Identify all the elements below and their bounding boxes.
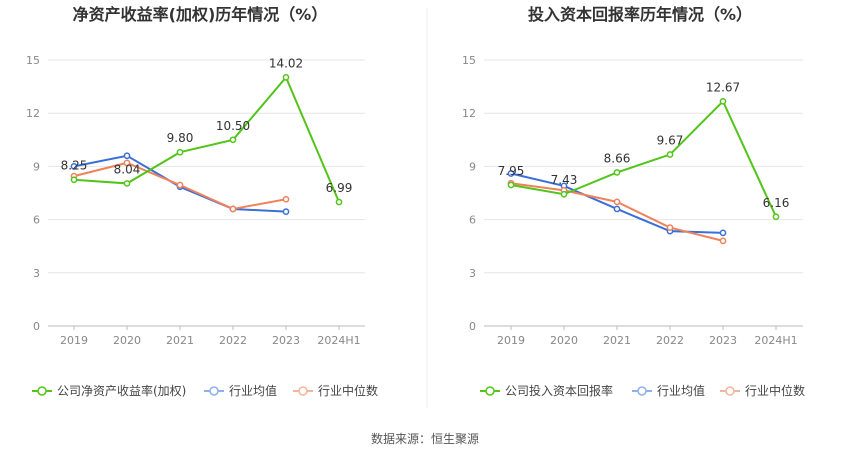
data-label: 9.80 (167, 131, 194, 145)
x-tick-label: 2024H1 (317, 334, 360, 347)
y-tick-label: 9 (469, 160, 476, 173)
x-tick-label: 2023 (272, 334, 300, 347)
data-point[interactable] (123, 180, 131, 187)
data-label: 6.99 (326, 181, 353, 195)
data-point[interactable] (123, 152, 131, 160)
x-tick-label: 2022 (656, 334, 684, 347)
data-point[interactable] (560, 190, 568, 198)
data-label: 6.16 (763, 196, 790, 210)
chart-title: 投入资本回报率历年情况（%） (528, 5, 752, 24)
data-label: 14.02 (269, 56, 303, 70)
x-tick-label: 2023 (709, 334, 737, 347)
series-line (510, 99, 777, 218)
legend-marker (485, 386, 495, 396)
data-point[interactable] (123, 159, 131, 167)
legend-label: 行业中位数 (745, 383, 805, 398)
legend-marker (725, 386, 735, 396)
y-tick-label: 3 (33, 267, 40, 280)
data-label: 8.25 (61, 159, 88, 173)
x-tick-label: 2022 (219, 334, 247, 347)
data-point[interactable] (666, 151, 674, 158)
series-industry_median (70, 159, 290, 213)
legend-marker (209, 386, 219, 396)
data-point[interactable] (176, 148, 184, 156)
x-tick-label: 2024H1 (754, 334, 797, 347)
y-tick-label: 9 (33, 160, 40, 173)
y-tick-label: 12 (26, 107, 40, 120)
chart-panel-2: 投入资本回报率历年情况（%） 0 3 6 9 12 15 2019 2020 2021 2022 20… (462, 5, 805, 398)
data-point[interactable] (282, 74, 290, 81)
y-tick-label: 0 (33, 320, 40, 333)
x-tick-label: 2021 (603, 334, 631, 347)
data-source-note: 数据来源：恒生聚源 (370, 432, 479, 446)
legend-label: 行业中位数 (318, 383, 378, 398)
y-tick-label: 12 (462, 107, 476, 120)
data-point[interactable] (666, 224, 674, 231)
data-point[interactable] (70, 163, 78, 170)
x-tick-label: 2019 (60, 334, 88, 347)
legend-label: 公司投入资本回报率 (505, 383, 613, 398)
data-label: 8.66 (604, 151, 631, 165)
legend-item-industry_median[interactable]: 行业中位数 (293, 383, 378, 398)
data-point[interactable] (772, 213, 780, 221)
data-label: 7.43 (551, 173, 578, 187)
series-company (70, 74, 343, 206)
legend-item-industry_avg[interactable]: 行业均值 (204, 383, 277, 398)
data-label: 10.50 (216, 119, 250, 133)
data-point[interactable] (70, 176, 78, 184)
data-point[interactable] (507, 181, 515, 189)
legend-label: 行业均值 (229, 383, 277, 398)
legend-item-company[interactable]: 公司投入资本回报率 (480, 383, 613, 398)
legend-label: 行业均值 (657, 383, 705, 398)
series-company (507, 97, 780, 221)
chart-panel-1: 净资产收益率(加权)历年情况（%） 0 3 6 9 12 15 2019 2020 2021 202… (26, 5, 378, 398)
y-tick-label: 15 (26, 54, 40, 67)
legend-marker (37, 386, 47, 396)
data-point[interactable] (719, 97, 727, 105)
data-point[interactable] (335, 198, 343, 206)
y-tick-label: 6 (469, 214, 476, 227)
data-point[interactable] (719, 229, 727, 237)
y-tick-label: 6 (33, 214, 40, 227)
legend-item-industry_avg[interactable]: 行业均值 (632, 383, 705, 398)
legend-item-company[interactable]: 公司净资产收益率(加权) (32, 383, 186, 398)
data-point[interactable] (507, 170, 515, 177)
legend-marker (637, 386, 647, 396)
x-tick-label: 2020 (113, 334, 141, 347)
legend-label: 公司净资产收益率(加权) (57, 383, 186, 398)
chart-title: 净资产收益率(加权)历年情况（%） (73, 5, 328, 24)
legend-marker (298, 386, 308, 396)
data-label: 12.67 (706, 80, 740, 94)
data-point[interactable] (176, 181, 184, 189)
legend-item-industry_median[interactable]: 行业中位数 (720, 383, 805, 398)
y-tick-label: 15 (462, 54, 476, 67)
data-point[interactable] (282, 195, 290, 203)
data-point[interactable] (282, 208, 290, 215)
data-point[interactable] (613, 205, 621, 213)
data-point[interactable] (229, 136, 237, 144)
x-tick-label: 2019 (497, 334, 525, 347)
data-label: 8.04 (114, 162, 141, 176)
data-point[interactable] (613, 169, 621, 176)
series-line (73, 75, 340, 203)
data-label: 7.95 (498, 164, 525, 178)
data-label: 9.67 (657, 134, 684, 148)
x-tick-label: 2021 (166, 334, 194, 347)
y-tick-label: 3 (469, 267, 476, 280)
data-point[interactable] (719, 237, 727, 245)
y-tick-label: 0 (469, 320, 476, 333)
data-point[interactable] (613, 198, 621, 206)
x-tick-label: 2020 (550, 334, 578, 347)
data-point[interactable] (229, 205, 237, 213)
